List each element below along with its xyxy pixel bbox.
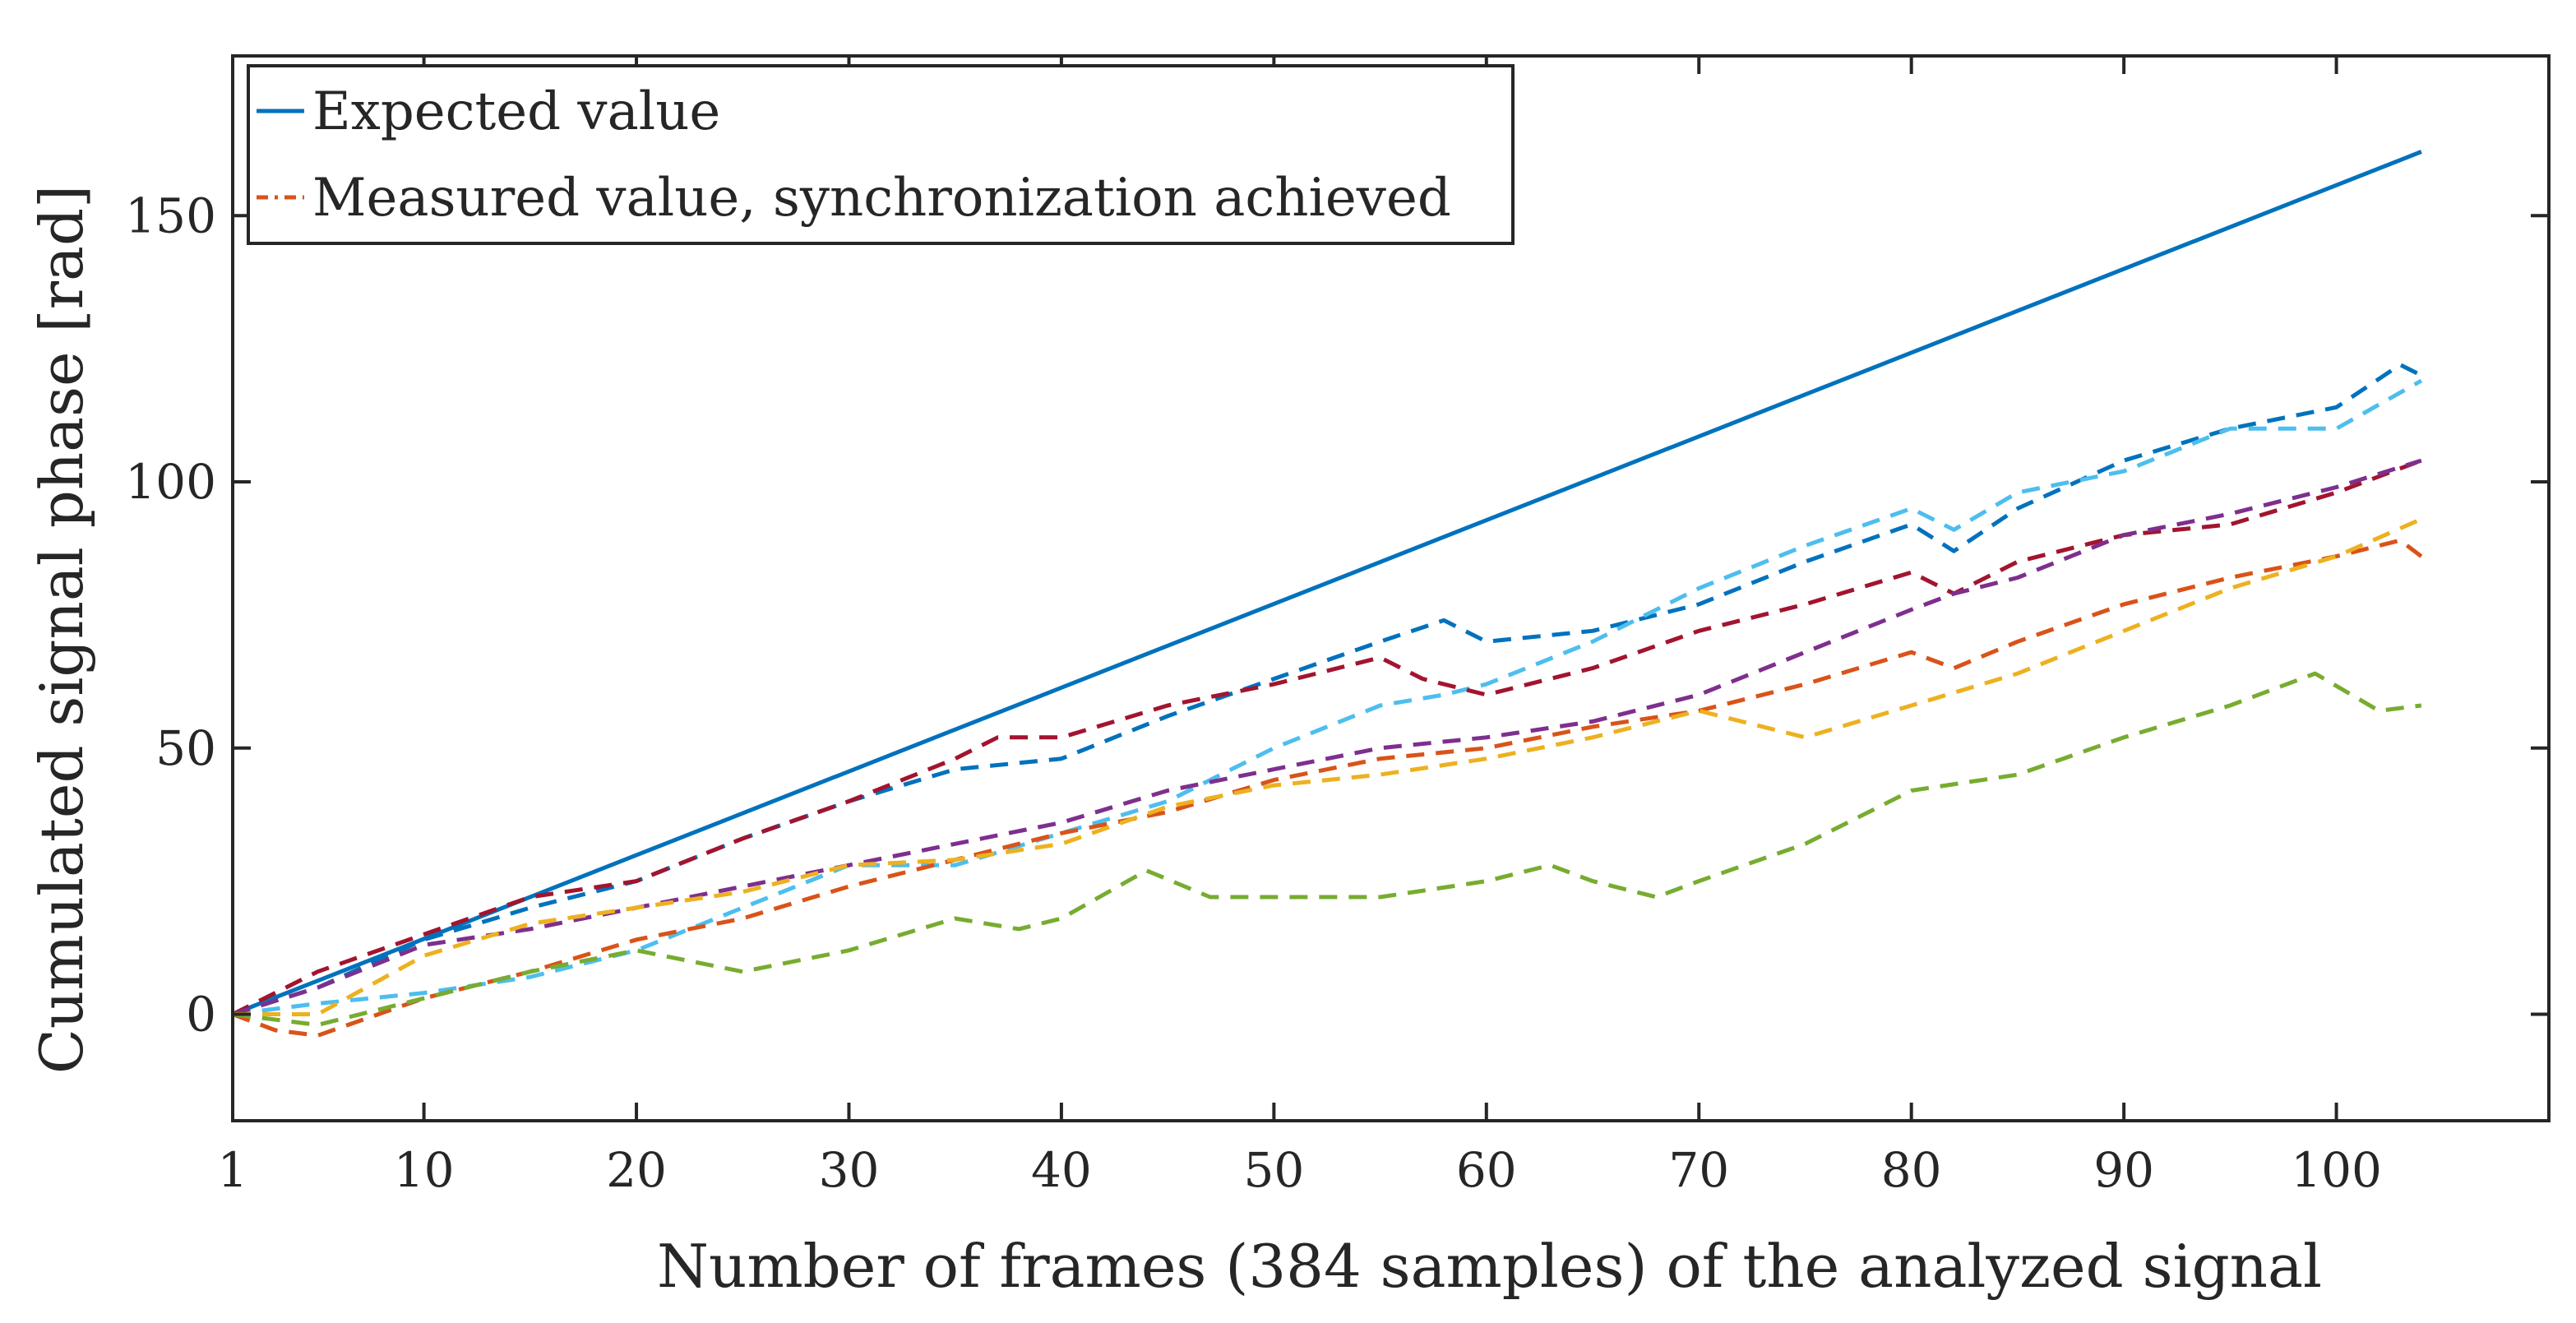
x-tick-label: 60	[1456, 1142, 1517, 1198]
series-line-4	[232, 458, 2422, 1016]
y-tick-label: 150	[125, 187, 216, 243]
x-tick-label: 50	[1243, 1142, 1304, 1198]
x-tick-label: 10	[394, 1142, 455, 1198]
series-line-0	[232, 150, 2422, 1016]
y-axis-label: Cumulated signal phase [rad]	[27, 185, 96, 1074]
x-tick-label: 80	[1881, 1142, 1942, 1198]
x-tick-label: 70	[1668, 1142, 1729, 1198]
axes-box	[231, 54, 2551, 1122]
x-tick-label: 20	[606, 1142, 667, 1198]
plot-lines	[231, 150, 2423, 1038]
series-line-7	[232, 671, 2422, 1027]
series-line-2	[232, 378, 2423, 1016]
legend-label-measured: Measured value, synchronization achieved	[312, 168, 1451, 229]
x-tick-label: 100	[2291, 1142, 2382, 1198]
legend-box	[247, 64, 1515, 245]
x-tick-label: 90	[2093, 1142, 2154, 1198]
x-tick-label: 30	[819, 1142, 880, 1198]
y-tick-label: 0	[186, 987, 216, 1043]
x-tick-label: 40	[1031, 1142, 1092, 1198]
legend: Expected value Measured value, synchroni…	[247, 64, 1515, 245]
axis-ticks: 1 10 20 30 40 50 60 70 80 90 100 0 50 100 150	[125, 56, 2549, 1198]
series-line-5	[232, 538, 2423, 1038]
x-tick-label: 1	[218, 1142, 248, 1198]
legend-label-expected: Expected value	[312, 81, 720, 142]
x-axis-label: Number of frames (384 samples) of the an…	[657, 1232, 2322, 1301]
y-tick-label: 50	[155, 720, 216, 776]
series-line-6	[233, 517, 2422, 1016]
series-line-1	[232, 363, 2423, 1016]
y-tick-label: 100	[125, 454, 216, 510]
series-line-3	[231, 458, 2422, 1016]
